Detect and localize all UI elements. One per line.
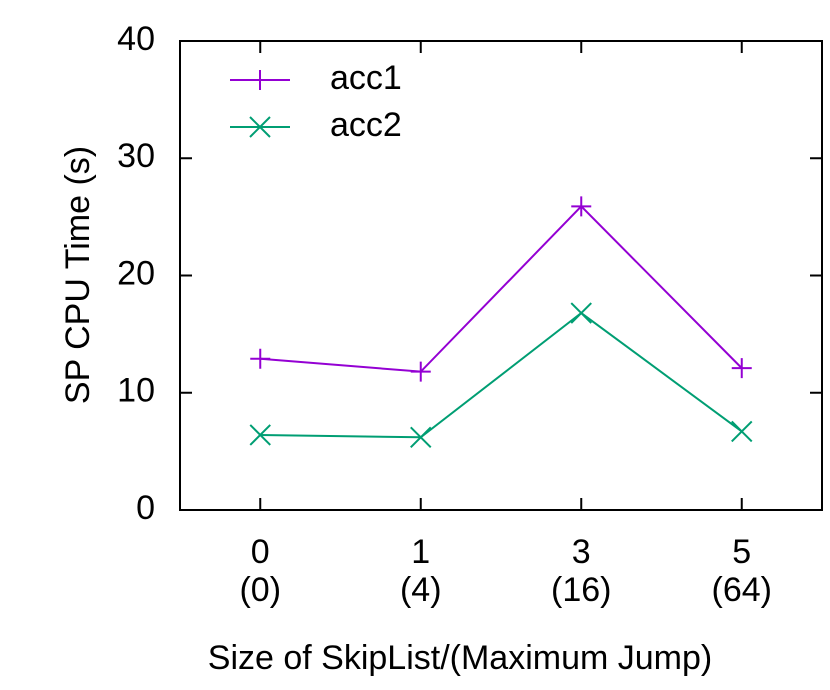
legend-marker bbox=[249, 116, 271, 138]
legend-label: acc1 bbox=[330, 59, 402, 97]
point-marker bbox=[570, 302, 592, 324]
y-tick-label: 30 bbox=[117, 137, 155, 175]
y-tick-label: 40 bbox=[117, 20, 155, 58]
legend-marker bbox=[250, 70, 270, 90]
point-marker bbox=[249, 424, 271, 446]
point-marker bbox=[571, 196, 592, 217]
series-line bbox=[260, 311, 743, 439]
point-marker bbox=[731, 358, 752, 379]
x-tick-label: 0 (0) bbox=[239, 533, 282, 609]
point-marker bbox=[731, 420, 753, 443]
point-marker bbox=[410, 361, 431, 382]
x-tick-label: 3 (16) bbox=[551, 533, 612, 609]
point-marker bbox=[410, 426, 432, 449]
y-tick-label: 20 bbox=[117, 254, 155, 292]
series-line bbox=[260, 204, 743, 373]
plot-frame bbox=[179, 40, 823, 511]
y-tick-label: 10 bbox=[117, 372, 155, 410]
point-marker bbox=[250, 348, 271, 369]
x-tick-label: 5 (64) bbox=[711, 533, 772, 609]
x-axis-label: Size of SkipList/(Maximum Jump) bbox=[208, 639, 712, 677]
x-tick-label: 1 (4) bbox=[399, 533, 442, 609]
legend-label: acc2 bbox=[330, 106, 402, 144]
y-axis-label: SP CPU Time (s) bbox=[59, 146, 97, 404]
y-tick-label: 0 bbox=[136, 489, 155, 527]
